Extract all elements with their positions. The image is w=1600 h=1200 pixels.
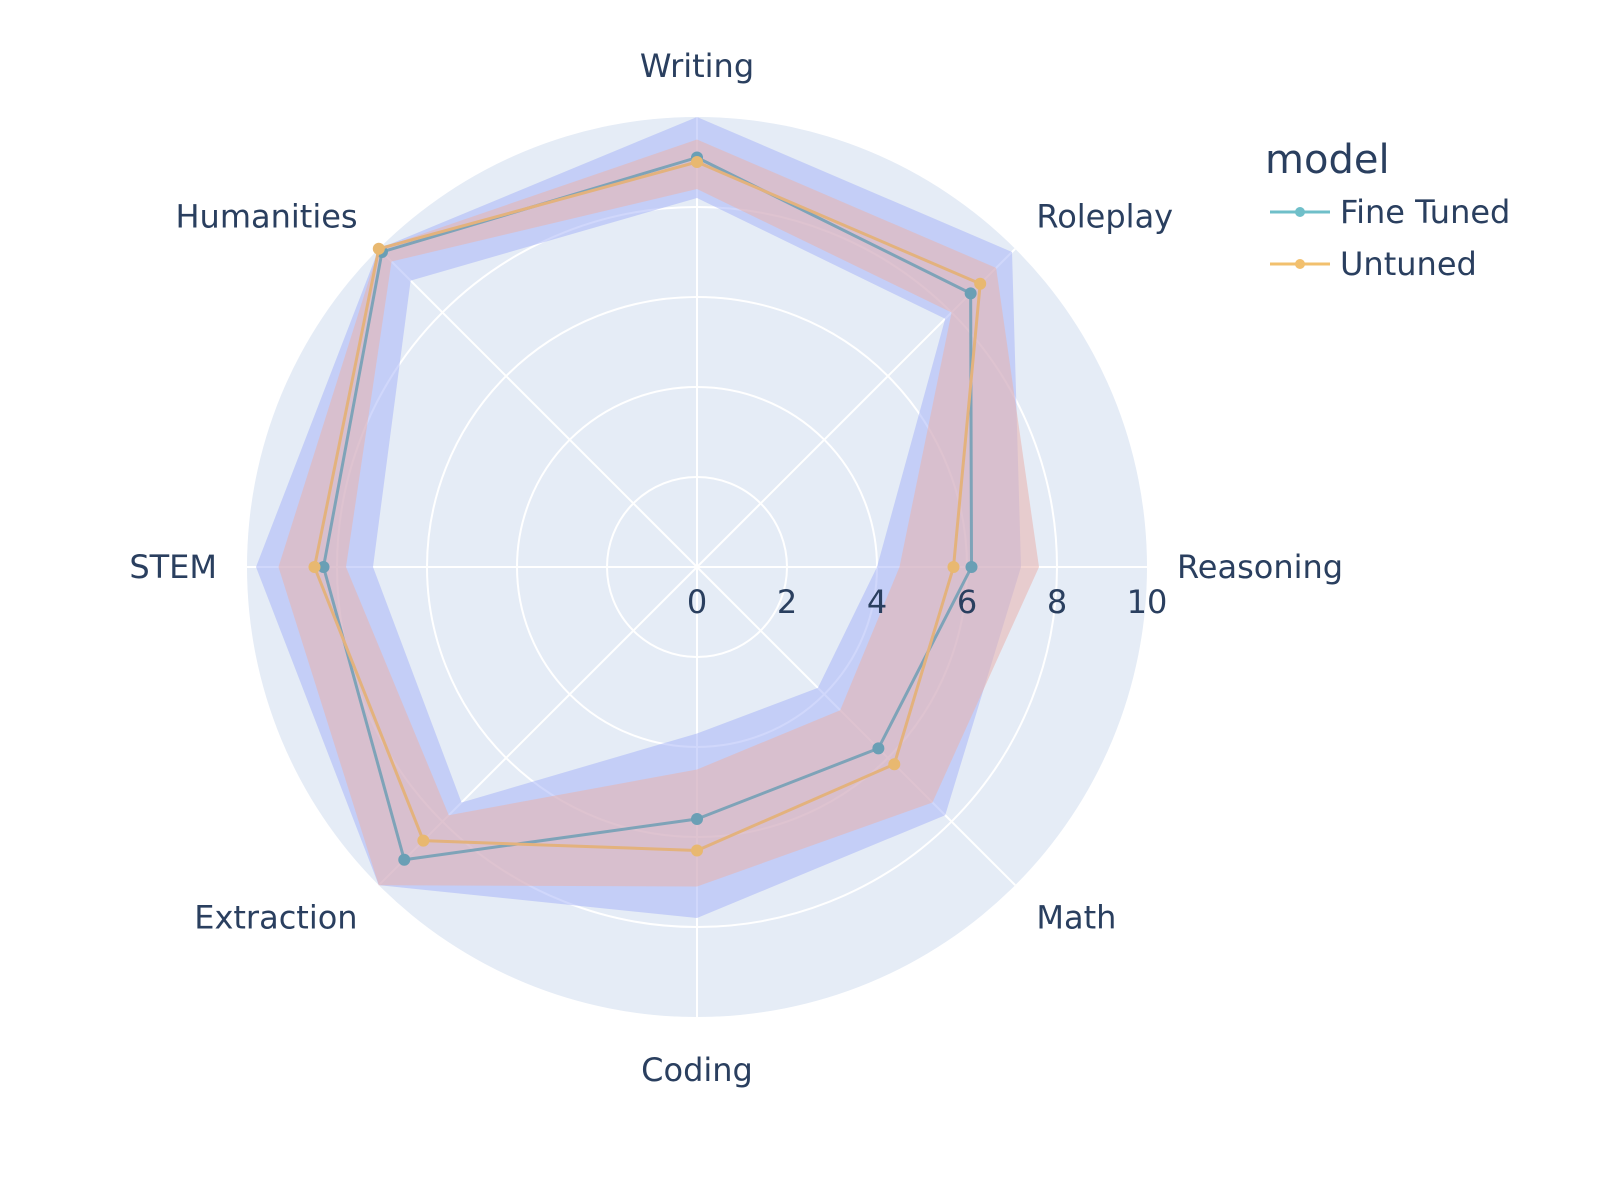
point-fine-tuned-math[interactable] xyxy=(872,742,885,755)
series-untuned[interactable] xyxy=(308,156,987,857)
point-untuned-extraction[interactable] xyxy=(417,834,430,847)
point-untuned-writing[interactable] xyxy=(691,156,703,168)
radial-tick-0: 0 xyxy=(687,583,707,621)
legend-item-untuned[interactable]: Untuned xyxy=(1270,245,1477,283)
point-untuned-stem[interactable] xyxy=(308,561,321,573)
point-fine-tuned-reasoning[interactable] xyxy=(965,561,978,573)
band-untuned xyxy=(278,139,1039,887)
uncertainty-bands xyxy=(256,117,1039,918)
axis-label-stem: STEM xyxy=(129,548,217,586)
axis-label-math: Math xyxy=(1036,898,1116,936)
legend-label: Fine Tuned xyxy=(1340,193,1510,231)
point-fine-tuned-roleplay[interactable] xyxy=(964,287,977,300)
radial-tick-2: 2 xyxy=(777,583,797,621)
axis-label-humanities: Humanities xyxy=(175,198,357,236)
series-lines xyxy=(308,151,987,866)
point-untuned-coding[interactable] xyxy=(691,844,703,857)
point-fine-tuned-coding[interactable] xyxy=(691,813,703,825)
spoke-humanities xyxy=(378,248,698,568)
point-untuned-humanities[interactable] xyxy=(372,242,385,255)
legend-swatch-marker xyxy=(1295,259,1305,269)
radial-tick-10: 10 xyxy=(1127,583,1168,621)
axis-label-extraction: Extraction xyxy=(194,898,357,936)
point-untuned-reasoning[interactable] xyxy=(947,561,960,573)
radial-tick-6: 6 xyxy=(957,583,977,621)
angular-axis-labels: Writing Roleplay Reasoning Math Coding Extrac… xyxy=(129,47,1343,1089)
point-untuned-math[interactable] xyxy=(888,758,901,771)
point-fine-tuned-extraction[interactable] xyxy=(398,853,411,866)
axis-label-roleplay: Roleplay xyxy=(1036,198,1173,236)
legend-label: Untuned xyxy=(1340,245,1477,283)
point-fine-tuned-stem[interactable] xyxy=(317,561,330,573)
point-untuned-roleplay[interactable] xyxy=(974,277,987,290)
legend-item-fine-tuned[interactable]: Fine Tuned xyxy=(1270,193,1510,231)
axis-label-coding: Coding xyxy=(641,1051,753,1089)
radial-tick-4: 4 xyxy=(867,583,887,621)
legend-swatch-marker xyxy=(1295,207,1305,217)
legend-title: model xyxy=(1265,137,1390,183)
axis-label-reasoning: Reasoning xyxy=(1177,548,1343,586)
radial-tick-8: 8 xyxy=(1047,583,1067,621)
axis-label-writing: Writing xyxy=(640,47,754,85)
legend[interactable]: model Fine Tuned Untuned xyxy=(1265,137,1510,283)
radial-tick-labels: 0 2 4 6 8 10 xyxy=(687,583,1168,621)
